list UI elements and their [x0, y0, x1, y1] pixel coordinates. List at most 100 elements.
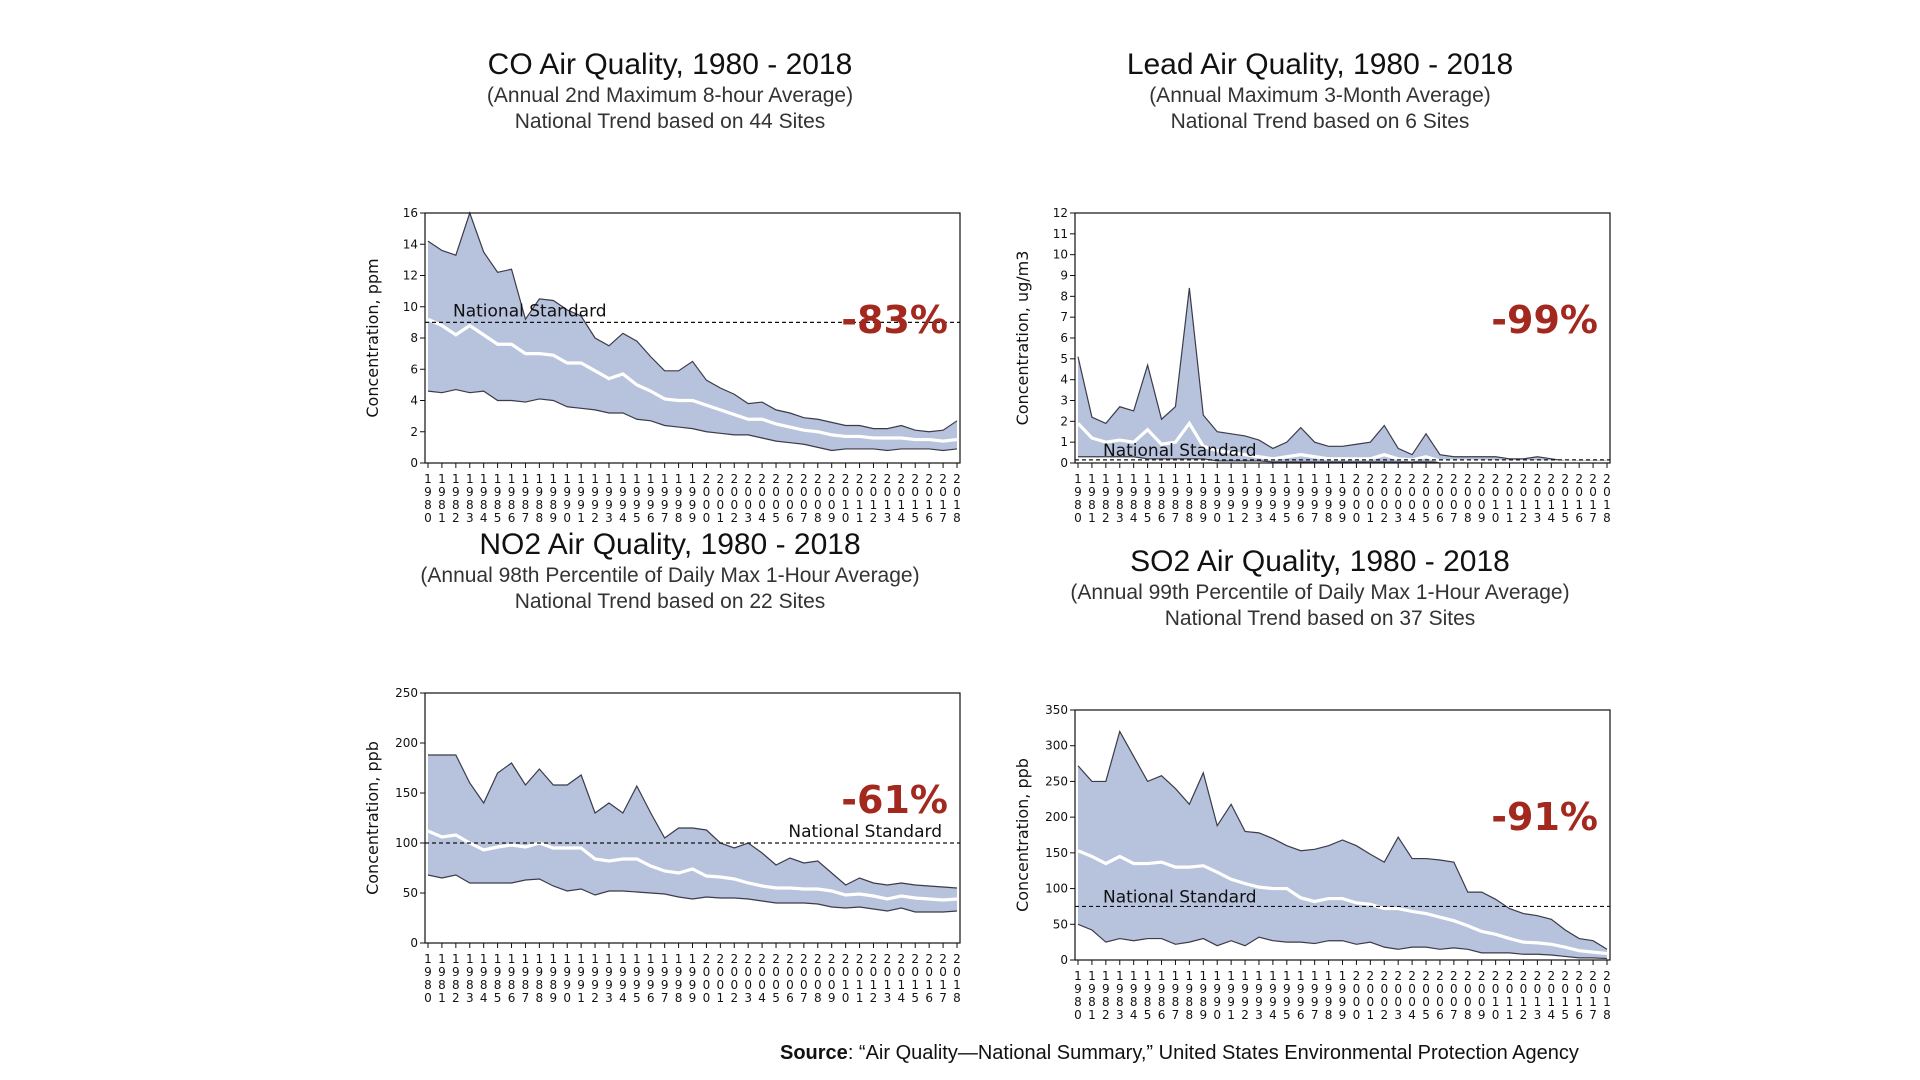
chart-subtitle: (Annual Maximum 3-Month Average) [1149, 84, 1491, 107]
y-tick-label: 0 [410, 456, 418, 470]
y-tick-label: 6 [1060, 331, 1068, 345]
series-line-national-average [427, 829, 958, 902]
y-tick-label: 16 [403, 206, 418, 220]
y-tick-label: 1 [1060, 435, 1068, 449]
y-tick-label: 0 [1060, 953, 1068, 967]
y-tick-label: 350 [1045, 703, 1068, 717]
chart-title: CO Air Quality, 1980 - 2018 [487, 48, 853, 81]
y-tick-label: 250 [1045, 774, 1068, 788]
percent-change-label: -83% [841, 298, 948, 342]
y-tick-label: 5 [1060, 352, 1068, 366]
no2-chart: National Standard 0 50 100 150 200 250 Concentr… [363, 686, 961, 1005]
y-tick-label: 150 [1045, 846, 1068, 860]
y-tick-label: 200 [1045, 810, 1068, 824]
y-tick-label: 50 [403, 886, 418, 900]
lead-chart: National Standard0123456789101112Concent… [1013, 206, 1611, 525]
percent-change-label: -61% [841, 778, 948, 822]
y-tick-label: 300 [1045, 739, 1068, 753]
y-tick-label: 0 [410, 936, 418, 950]
percentile-band [1078, 731, 1607, 959]
y-tick-label: 9 [1060, 269, 1068, 283]
chart-subtitle: (Annual 98th Percentile of Daily Max 1-H… [420, 564, 920, 587]
y-tick-label: 2 [1060, 414, 1068, 428]
y-axis-label: Concentration, ppb [363, 741, 382, 895]
y-tick-label: 12 [403, 269, 418, 283]
chart-title: Lead Air Quality, 1980 - 2018 [1126, 48, 1514, 81]
source-text: : “Air Quality—National Summary,” United… [847, 1042, 1579, 1064]
series-line-10th-percentile [427, 874, 958, 913]
series-line-90th-percentile [1077, 729, 1608, 950]
y-tick-label: 10 [1053, 248, 1068, 262]
percentile-band [428, 213, 957, 451]
y-tick-label: 3 [1060, 394, 1068, 408]
national-standard-label: National Standard [453, 301, 607, 321]
series-line-90th-percentile [427, 211, 958, 433]
